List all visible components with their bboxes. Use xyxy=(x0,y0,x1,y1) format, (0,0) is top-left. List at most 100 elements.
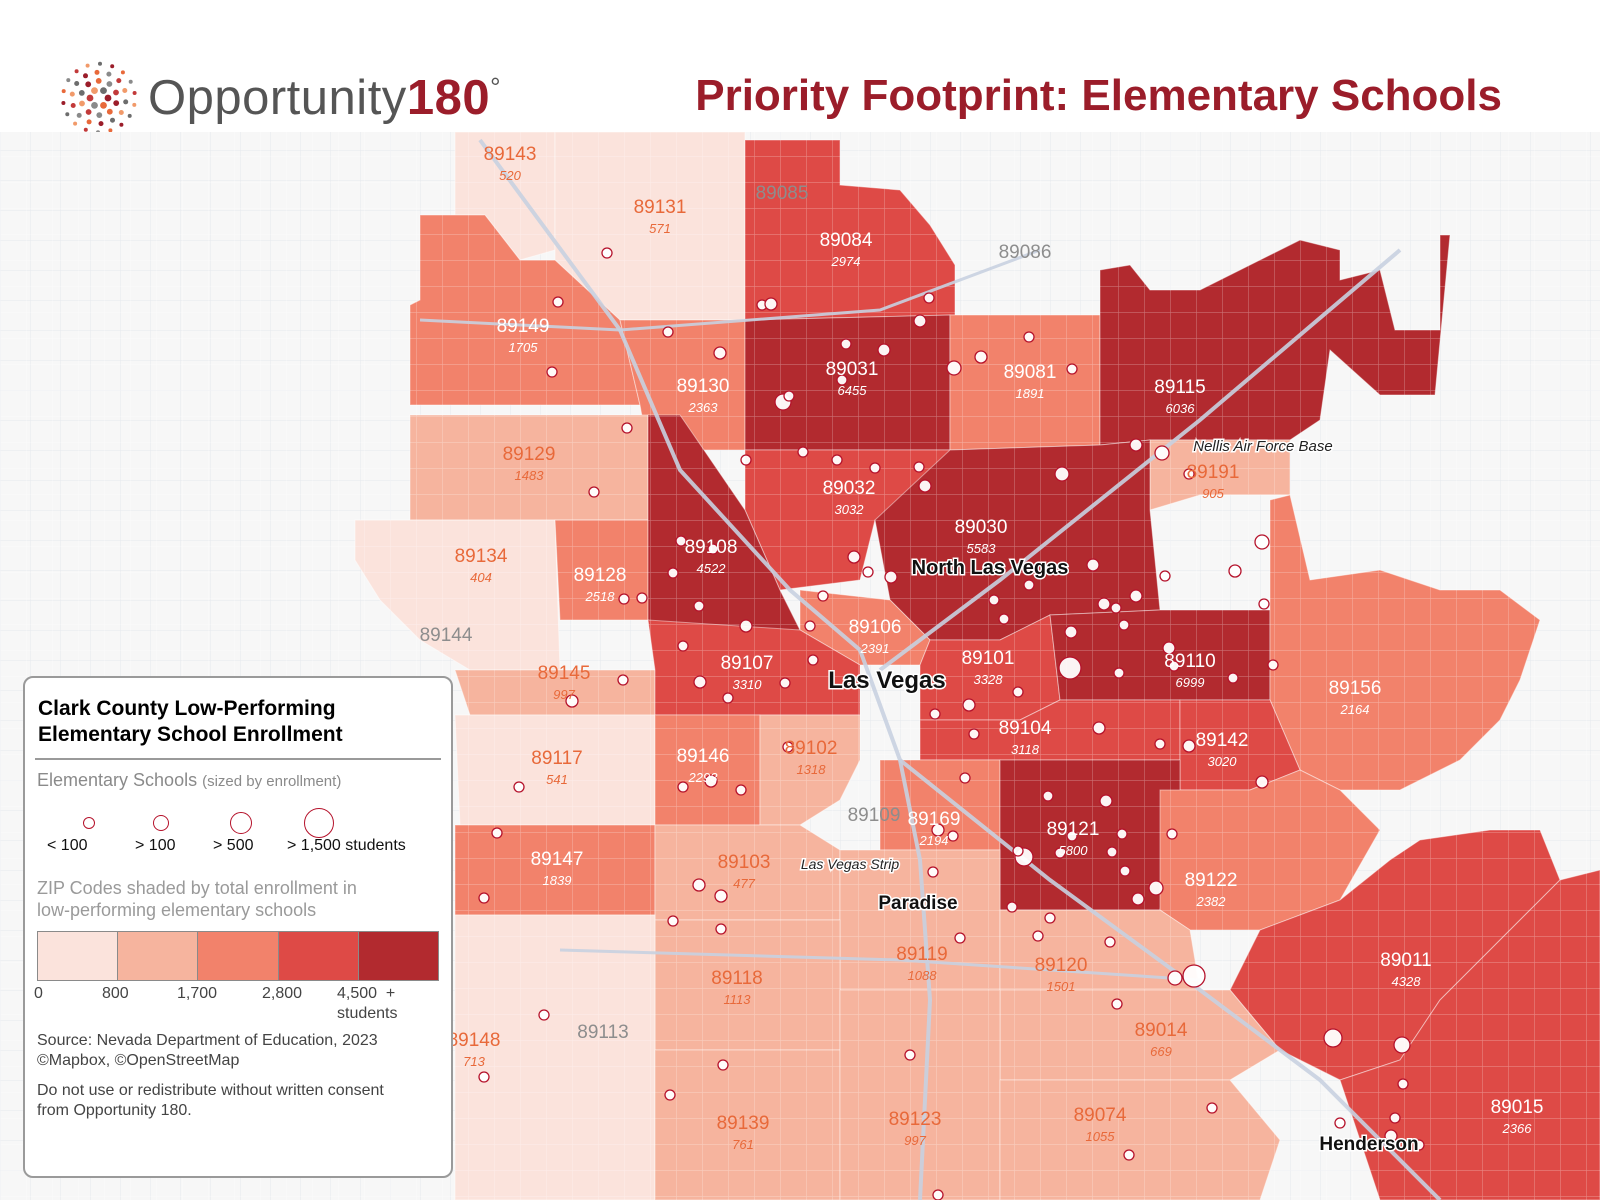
school-marker[interactable] xyxy=(735,784,747,796)
school-marker[interactable] xyxy=(1042,790,1054,802)
school-marker[interactable] xyxy=(1106,846,1118,858)
school-marker[interactable] xyxy=(782,741,794,753)
school-marker[interactable] xyxy=(1389,1112,1401,1124)
school-marker[interactable] xyxy=(847,550,861,564)
school-marker[interactable] xyxy=(974,350,988,364)
school-marker[interactable] xyxy=(831,454,843,466)
school-marker[interactable] xyxy=(968,728,980,740)
school-marker[interactable] xyxy=(1044,912,1056,924)
school-marker[interactable] xyxy=(998,613,1010,625)
school-marker[interactable] xyxy=(1110,602,1122,614)
school-marker[interactable] xyxy=(959,772,971,784)
school-marker[interactable] xyxy=(1384,1129,1398,1143)
school-marker[interactable] xyxy=(740,454,752,466)
school-marker[interactable] xyxy=(1182,964,1206,988)
school-marker[interactable] xyxy=(491,827,503,839)
school-marker[interactable] xyxy=(840,338,852,350)
school-marker[interactable] xyxy=(1413,1139,1425,1151)
school-marker[interactable] xyxy=(884,570,898,584)
school-marker[interactable] xyxy=(797,446,809,458)
school-marker[interactable] xyxy=(1066,830,1078,842)
school-marker[interactable] xyxy=(675,535,687,547)
school-marker[interactable] xyxy=(1258,598,1270,610)
school-marker[interactable] xyxy=(1323,1028,1343,1048)
school-marker[interactable] xyxy=(946,360,962,376)
school-marker[interactable] xyxy=(817,590,829,602)
school-marker[interactable] xyxy=(618,593,630,605)
school-marker[interactable] xyxy=(1182,739,1196,753)
school-marker[interactable] xyxy=(1393,1036,1411,1054)
school-marker[interactable] xyxy=(913,461,925,473)
school-marker[interactable] xyxy=(807,654,819,666)
school-marker[interactable] xyxy=(862,566,874,578)
school-marker[interactable] xyxy=(1334,1117,1346,1129)
school-marker[interactable] xyxy=(677,781,689,793)
school-marker[interactable] xyxy=(1012,686,1024,698)
school-marker[interactable] xyxy=(1066,363,1078,375)
school-marker[interactable] xyxy=(546,366,558,378)
school-marker[interactable] xyxy=(1168,660,1180,672)
school-marker[interactable] xyxy=(1032,930,1044,942)
school-marker[interactable] xyxy=(704,774,718,788)
school-marker[interactable] xyxy=(662,326,674,338)
school-marker[interactable] xyxy=(954,932,966,944)
school-marker[interactable] xyxy=(717,1059,729,1071)
school-marker[interactable] xyxy=(932,1189,944,1200)
school-marker[interactable] xyxy=(918,479,932,493)
school-marker[interactable] xyxy=(1167,970,1183,986)
school-marker[interactable] xyxy=(713,346,727,360)
school-marker[interactable] xyxy=(1104,936,1116,948)
school-marker[interactable] xyxy=(869,462,881,474)
school-marker[interactable] xyxy=(1116,828,1128,840)
school-marker[interactable] xyxy=(1154,738,1166,750)
school-marker[interactable] xyxy=(1012,845,1024,857)
school-marker[interactable] xyxy=(739,619,753,633)
school-marker[interactable] xyxy=(1058,656,1082,680)
school-marker[interactable] xyxy=(1129,589,1143,603)
school-marker[interactable] xyxy=(722,692,734,704)
enrollment-map[interactable]: 89143 520 89131 571 89084 2974 89149 1705 89130 2… xyxy=(0,132,1600,1200)
school-marker[interactable] xyxy=(988,594,1000,606)
school-marker[interactable] xyxy=(1064,625,1078,639)
school-marker[interactable] xyxy=(1131,892,1145,906)
school-marker[interactable] xyxy=(1123,1149,1135,1161)
school-marker[interactable] xyxy=(947,830,959,842)
school-marker[interactable] xyxy=(877,343,891,357)
school-marker[interactable] xyxy=(617,674,629,686)
school-marker[interactable] xyxy=(1099,794,1113,808)
school-marker[interactable] xyxy=(1228,564,1242,578)
school-marker[interactable] xyxy=(931,823,945,837)
school-marker[interactable] xyxy=(1397,1078,1409,1090)
school-marker[interactable] xyxy=(478,892,490,904)
school-marker[interactable] xyxy=(1255,775,1269,789)
school-marker[interactable] xyxy=(962,698,976,712)
school-marker[interactable] xyxy=(513,781,525,793)
school-marker[interactable] xyxy=(1111,998,1123,1010)
school-marker[interactable] xyxy=(636,592,648,604)
school-marker[interactable] xyxy=(783,390,795,402)
school-marker[interactable] xyxy=(1254,534,1270,550)
school-marker[interactable] xyxy=(1148,880,1164,896)
school-marker[interactable] xyxy=(714,889,728,903)
school-marker[interactable] xyxy=(692,878,706,892)
school-marker[interactable] xyxy=(1054,466,1070,482)
school-marker[interactable] xyxy=(1166,828,1178,840)
school-marker[interactable] xyxy=(1159,570,1171,582)
school-marker[interactable] xyxy=(667,915,679,927)
school-marker[interactable] xyxy=(538,1009,550,1021)
school-marker[interactable] xyxy=(923,292,935,304)
school-marker[interactable] xyxy=(1227,672,1239,684)
school-marker[interactable] xyxy=(707,543,719,555)
school-marker[interactable] xyxy=(588,486,600,498)
school-marker[interactable] xyxy=(1023,579,1035,591)
school-marker[interactable] xyxy=(836,374,848,386)
school-marker[interactable] xyxy=(1023,331,1035,343)
school-marker[interactable] xyxy=(715,923,727,935)
school-marker[interactable] xyxy=(1054,847,1066,859)
school-marker[interactable] xyxy=(664,1089,676,1101)
school-marker[interactable] xyxy=(1113,667,1125,679)
school-marker[interactable] xyxy=(478,1071,490,1083)
school-marker[interactable] xyxy=(1097,597,1111,611)
school-marker[interactable] xyxy=(764,297,778,311)
school-marker[interactable] xyxy=(904,1049,916,1061)
